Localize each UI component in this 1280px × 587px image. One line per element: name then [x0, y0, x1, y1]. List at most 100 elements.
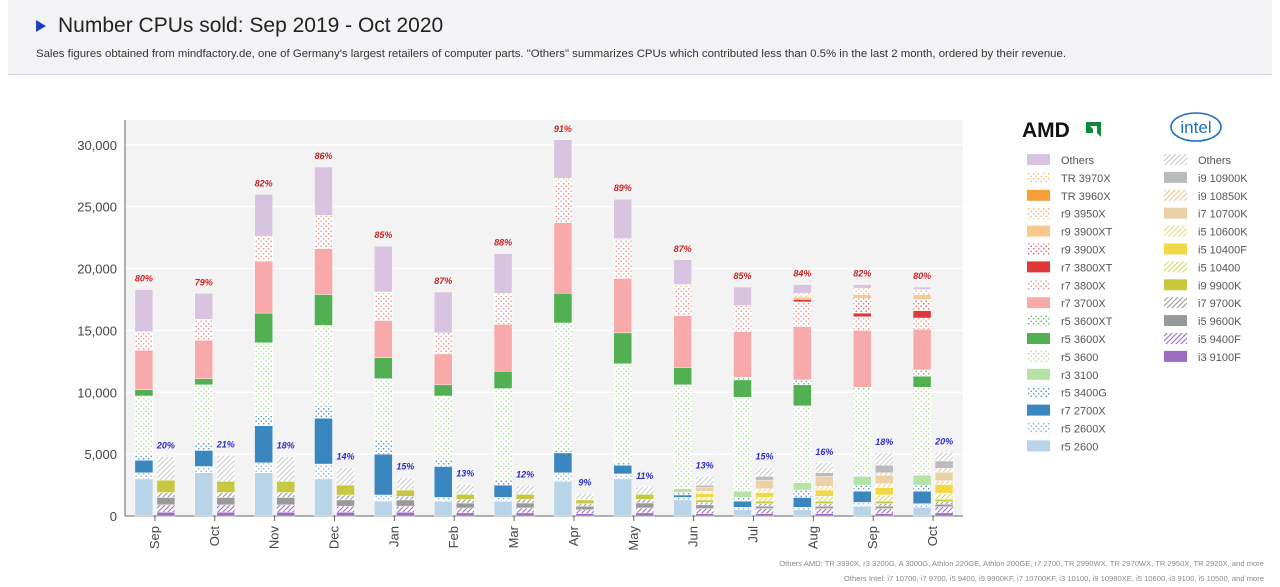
amd-share-label: 88% [494, 238, 512, 248]
bar-segment-intel-i9-9900k [515, 494, 535, 500]
x-tick-label: Nov [267, 526, 282, 550]
bar-segment-intel-i5-9600k [156, 497, 176, 506]
bar-segment-intel-i5-10400f [755, 492, 774, 498]
bar-segment-amd-r5-3600xt [793, 379, 812, 386]
legend-label-amd-r7-3700x: r7 3700X [1061, 298, 1106, 310]
amd-share-label: 86% [314, 151, 332, 161]
bar-segment-intel-i7-10700k [755, 479, 774, 489]
bar-segment-intel-i5-10400 [695, 497, 714, 501]
bar-segment-amd-r9-3900x [853, 298, 872, 314]
bar-segment-intel-others [815, 462, 834, 473]
bar-segment-intel-i5-9400f [635, 507, 654, 514]
bar-segment-amd-r9-3950x [553, 177, 573, 183]
bar-segment-amd-r3-3100 [912, 474, 932, 486]
amd-share-label: 85% [733, 271, 751, 281]
bar-segment-intel-i5-9400f [515, 507, 535, 514]
bar-segment-intel-i7-9700k [815, 503, 834, 507]
bar-segment-amd-r5-2600x [194, 466, 213, 473]
bar-segment-amd-others [793, 284, 812, 294]
bar-segment-intel-i5-10400 [934, 492, 954, 500]
legend-swatch-amd-r5-2600 [1027, 440, 1050, 452]
intel-share-label: 15% [396, 462, 414, 472]
legend-swatch-amd-tr-3960x [1027, 189, 1050, 201]
bar-segment-intel-i5-9600k [695, 504, 714, 509]
bar-segment-amd-r5-2600 [613, 478, 632, 517]
bar-segment-intel-i3-9100f [695, 513, 714, 517]
bar-segment-intel-others [336, 467, 355, 486]
bar-segment-intel-i5-9400f [396, 505, 415, 513]
bar-segment-intel-i5-9600k [934, 504, 954, 507]
plot-area [125, 120, 963, 516]
bar-segment-intel-i9-10900k [755, 476, 774, 481]
bar-segment-amd-r7-3800x [733, 305, 752, 332]
bar-segment-amd-r5-3600 [553, 322, 573, 451]
legend-label-amd-r5-3600x: r5 3600X [1061, 334, 1106, 346]
bar-segment-amd-r7-3700x [793, 326, 812, 381]
bar-segment-amd-r7-2700x [613, 465, 632, 475]
intel-share-label: 20% [156, 441, 175, 451]
bar-segment-intel-i5-9400f [575, 509, 595, 514]
bar-segment-amd-r5-3400g [912, 484, 932, 492]
bar-segment-amd-r7-3800x [434, 332, 453, 355]
amd-share-label: 80% [135, 274, 153, 284]
legend-swatch-amd-r7-3700x [1027, 297, 1050, 309]
bar-segment-amd-r9-3950x [673, 284, 692, 288]
bar-segment-intel-i9-10850k [934, 468, 954, 473]
bar-segment-amd-r5-3600 [853, 390, 872, 477]
bar-segment-amd-r3-3100 [853, 476, 872, 486]
bar-segment-intel-i3-9100f [276, 512, 295, 517]
bar-segment-intel-others [934, 452, 954, 462]
amd-arrow-icon [1086, 122, 1101, 137]
bar-segment-amd-others [434, 291, 453, 334]
bar-segment-intel-i5-9400f [695, 508, 714, 514]
bar-segment-intel-i9-10900k [875, 465, 894, 473]
bar-segment-amd-r7-3800x [853, 316, 872, 331]
x-tick-label: Sep [865, 526, 880, 549]
legend-swatch-intel-others [1164, 154, 1187, 165]
bar-segment-intel-i5-9400f [276, 504, 295, 513]
bar-segment-amd-r7-3800x [254, 236, 273, 262]
bar-segment-amd-r7-2700x [733, 500, 752, 508]
legend-label-amd-tr-3960x: TR 3960X [1061, 191, 1111, 203]
x-tick-label: Sep [147, 526, 162, 549]
bar-segment-amd-others [912, 286, 932, 290]
title-row: Number CPUs sold: Sep 2019 - Oct 2020 [36, 14, 443, 38]
bar-segment-amd-r7-2700x [493, 484, 513, 498]
bar-segment-amd-r5-3400g [733, 497, 752, 502]
intel-swoosh-icon [1170, 112, 1222, 142]
triangle-right-icon [36, 20, 46, 32]
footnote-amd-others: Others AMD: TR 3990X, r3 3200G, A 3000G,… [779, 559, 1264, 568]
bar-segment-intel-i5-9400f [456, 507, 475, 514]
legend-swatch-amd-others [1027, 154, 1050, 165]
legend-label-intel-i5-9400f: i5 9400F [1198, 334, 1241, 346]
x-tick-label: Feb [446, 526, 461, 548]
bar-segment-amd-r5-3600 [134, 395, 154, 456]
intel-share-label: 18% [875, 437, 893, 447]
bar-segment-amd-r7-2700x [134, 460, 154, 473]
bar-segment-intel-i5-9600k [216, 497, 235, 506]
bar-segment-amd-r5-2600x [733, 507, 752, 511]
amd-share-label: 82% [853, 269, 871, 279]
bar-segment-amd-r7-2700x [912, 491, 932, 504]
intel-share-label: 13% [456, 468, 474, 478]
bar-segment-amd-r5-3400g [134, 455, 154, 461]
legend-label-amd-r5-2600: r5 2600 [1061, 441, 1098, 453]
legend-label-amd-others: Others [1061, 155, 1095, 167]
legend-label-intel-i5-10400f: i5 10400F [1198, 245, 1247, 257]
legend-swatch-amd-r9-3900x [1027, 243, 1050, 255]
bar-segment-intel-others [875, 452, 894, 466]
bar-segment-amd-r7-2700x [673, 494, 692, 498]
x-tick-label: Jun [686, 526, 701, 547]
bar-segment-intel-i9-9900k [456, 494, 475, 500]
bar-segment-intel-others [635, 486, 654, 495]
bar-segment-amd-r7-3700x [134, 349, 154, 390]
bar-segment-intel-i5-9400f [934, 506, 954, 514]
bar-segment-intel-i3-9100f [156, 512, 176, 517]
bar-segment-intel-i5-9600k [276, 497, 295, 506]
intel-share-label: 11% [636, 471, 653, 481]
bar-segment-intel-i7-9700k [216, 492, 235, 498]
legend-swatch-intel-i5-10400 [1164, 261, 1187, 273]
bar-segment-amd-r5-3600 [912, 387, 932, 476]
y-tick-label: 15,000 [77, 323, 117, 338]
intel-share-label: 13% [696, 460, 714, 470]
